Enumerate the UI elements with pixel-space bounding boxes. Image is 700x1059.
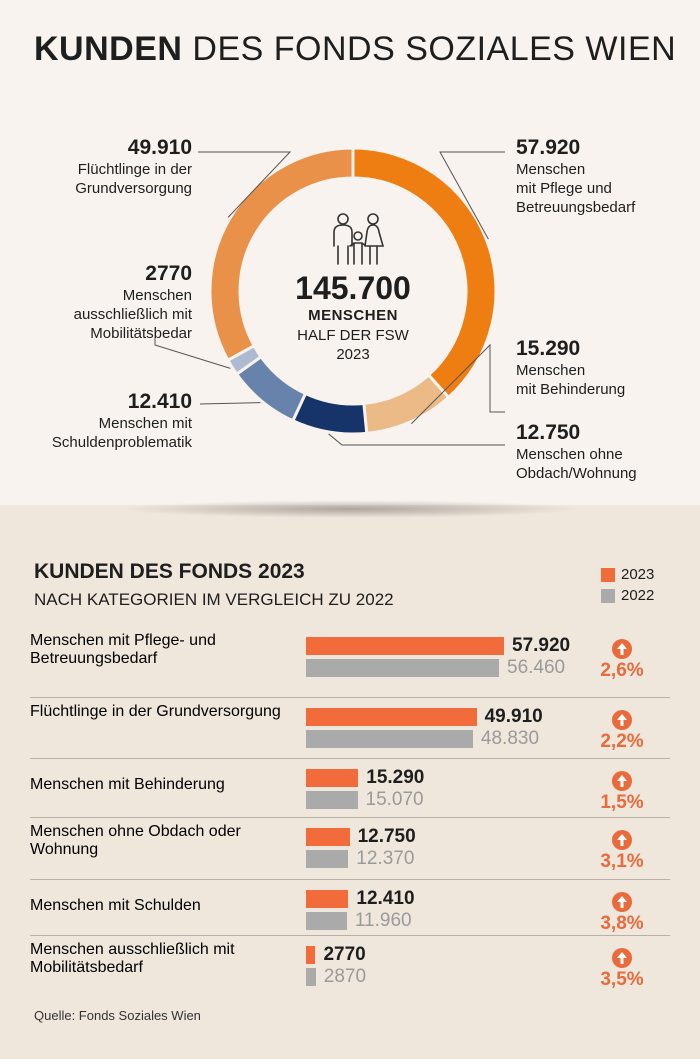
donut-label-value: 15.290 [516,337,581,360]
arrow-up-circle-icon [612,710,632,730]
bar-2022 [306,659,499,677]
bar-2023 [306,769,359,787]
arrow-up-circle-icon [612,639,632,659]
donut-subtitle-1: HALF DER FSW [297,327,409,344]
donut-label-value: 2770 [145,262,192,285]
category-label: Menschen mit Pflege- und Betreuungsbedar… [30,632,216,667]
value-label-2023: 12.410 [356,888,415,909]
donut-label-value: 12.750 [516,421,581,444]
row-divider [30,935,670,936]
change-percent: 2,6% [600,660,644,681]
legend-swatch [601,567,615,582]
donut-unit: MENSCHEN [308,307,398,324]
value-label-2022: 12.370 [356,848,415,869]
value-label-2023: 2770 [323,944,366,965]
change-percent: 2,2% [600,731,644,752]
bar-2022 [306,912,347,930]
donut-label-text: Menschen mit Pflege und Betreuungsbedarf [516,161,636,216]
page-title-bold: KUNDEN [34,30,183,68]
bar-2022 [306,791,358,809]
bar-chart-subtitle: NACH KATEGORIEN IM VERGLEICH ZU 2022 [34,590,394,609]
donut-label-text: Menschen mit Behinderung [516,362,626,398]
bar-2023 [306,828,350,846]
bar-2022 [306,730,473,748]
change-percent: 1,5% [600,792,644,813]
donut-label-value: 12.410 [127,390,192,413]
donut-label-fluechtlinge: 49.910 Flüchtlinge in der Grundversorgun… [20,136,192,198]
value-label-2022: 2870 [323,966,367,987]
legend-label: 2022 [621,587,655,604]
leader-line [198,151,292,218]
value-label-2023: 15.290 [366,767,425,788]
donut-label-text: Menschen ausschließlich mit Mobilitätsbe… [73,287,192,342]
row-divider [30,817,670,818]
row-divider [30,758,670,759]
value-label-2023: 12.750 [357,826,416,847]
change-percent: 3,1% [600,851,644,872]
donut-label-text: Menschen ohne Obdach/Wohnung [516,446,637,482]
legend-item-2023: 2023 [601,566,654,583]
row-divider [30,697,670,698]
donut-label-value: 57.920 [516,136,581,159]
leader-line [328,433,505,446]
category-label: Menschen mit Behinderung [30,776,225,793]
arrow-up-circle-icon [612,948,632,968]
category-label: Menschen ohne Obdach oder Wohnung [30,823,241,858]
leader-line [439,151,505,240]
source-note: Quelle: Fonds Soziales Wien [34,1008,201,1023]
family-icon [333,213,385,265]
change-percent: 3,5% [600,969,644,990]
value-label-2022: 56.460 [507,657,566,678]
row-divider [30,879,670,880]
category-label: Menschen mit Schulden [30,897,201,914]
legend-label: 2023 [621,566,655,583]
donut-segment [208,146,355,363]
donut-label-value: 49.910 [127,136,192,159]
leader-line [411,343,505,425]
donut-label-text: Menschen mit Schuldenproblematik [51,415,192,451]
donut-label-text: Flüchtlinge in der Grundversorgung [75,161,192,197]
value-label-2023: 49.910 [484,706,543,727]
arrow-up-circle-icon [612,830,632,850]
change-percent: 3,8% [600,913,644,934]
bar-2023 [306,708,477,726]
donut-label-schulden: 12.410 Menschen mit Schuldenproblematik [20,390,192,452]
value-label-2022: 11.960 [354,910,412,931]
donut-chart [154,146,505,446]
bar-2023 [306,890,349,908]
legend-swatch [601,588,615,603]
category-label: Menschen ausschließlich mit Mobilitätsbe… [30,941,235,976]
page-title: KUNDEN DES FONDS SOZIALES WIEN [34,30,676,69]
page-title-light: DES FONDS SOZIALES WIEN [192,30,677,68]
value-label-2023: 57.920 [512,635,571,656]
section-shadow [120,500,580,518]
value-label-2022: 48.830 [480,728,540,749]
category-label: Flüchtlinge in der Grundversorgung [30,703,281,720]
donut-segment [362,372,451,435]
legend-item-2022: 2022 [601,587,654,604]
donut-label-mobilitaet: 2770 Menschen ausschließlich mit Mobilit… [20,262,192,343]
leader-line [199,402,261,405]
bar-2022 [306,968,316,986]
bar-2022 [306,850,349,868]
value-label-2022: 15.070 [365,789,424,810]
bar-2023 [306,946,316,964]
donut-label-obdach: 12.750 Menschen ohne Obdach/Wohnung [516,421,637,483]
donut-label-pflege: 57.920 Menschen mit Pflege und Betreuung… [516,136,635,217]
bar-chart-title: KUNDEN DES FONDS 2023 [34,560,305,583]
arrow-up-circle-icon [612,771,632,791]
donut-center: 145.700 MENSCHEN HALF DER FSW 2023 [273,270,433,364]
donut-total: 145.700 [295,270,411,306]
bar-2023 [306,637,504,655]
arrow-up-circle-icon [612,892,632,912]
donut-label-behinderung: 15.290 Menschen mit Behinderung [516,337,625,399]
donut-subtitle-2: 2023 [336,346,370,363]
leader-line [154,338,231,369]
